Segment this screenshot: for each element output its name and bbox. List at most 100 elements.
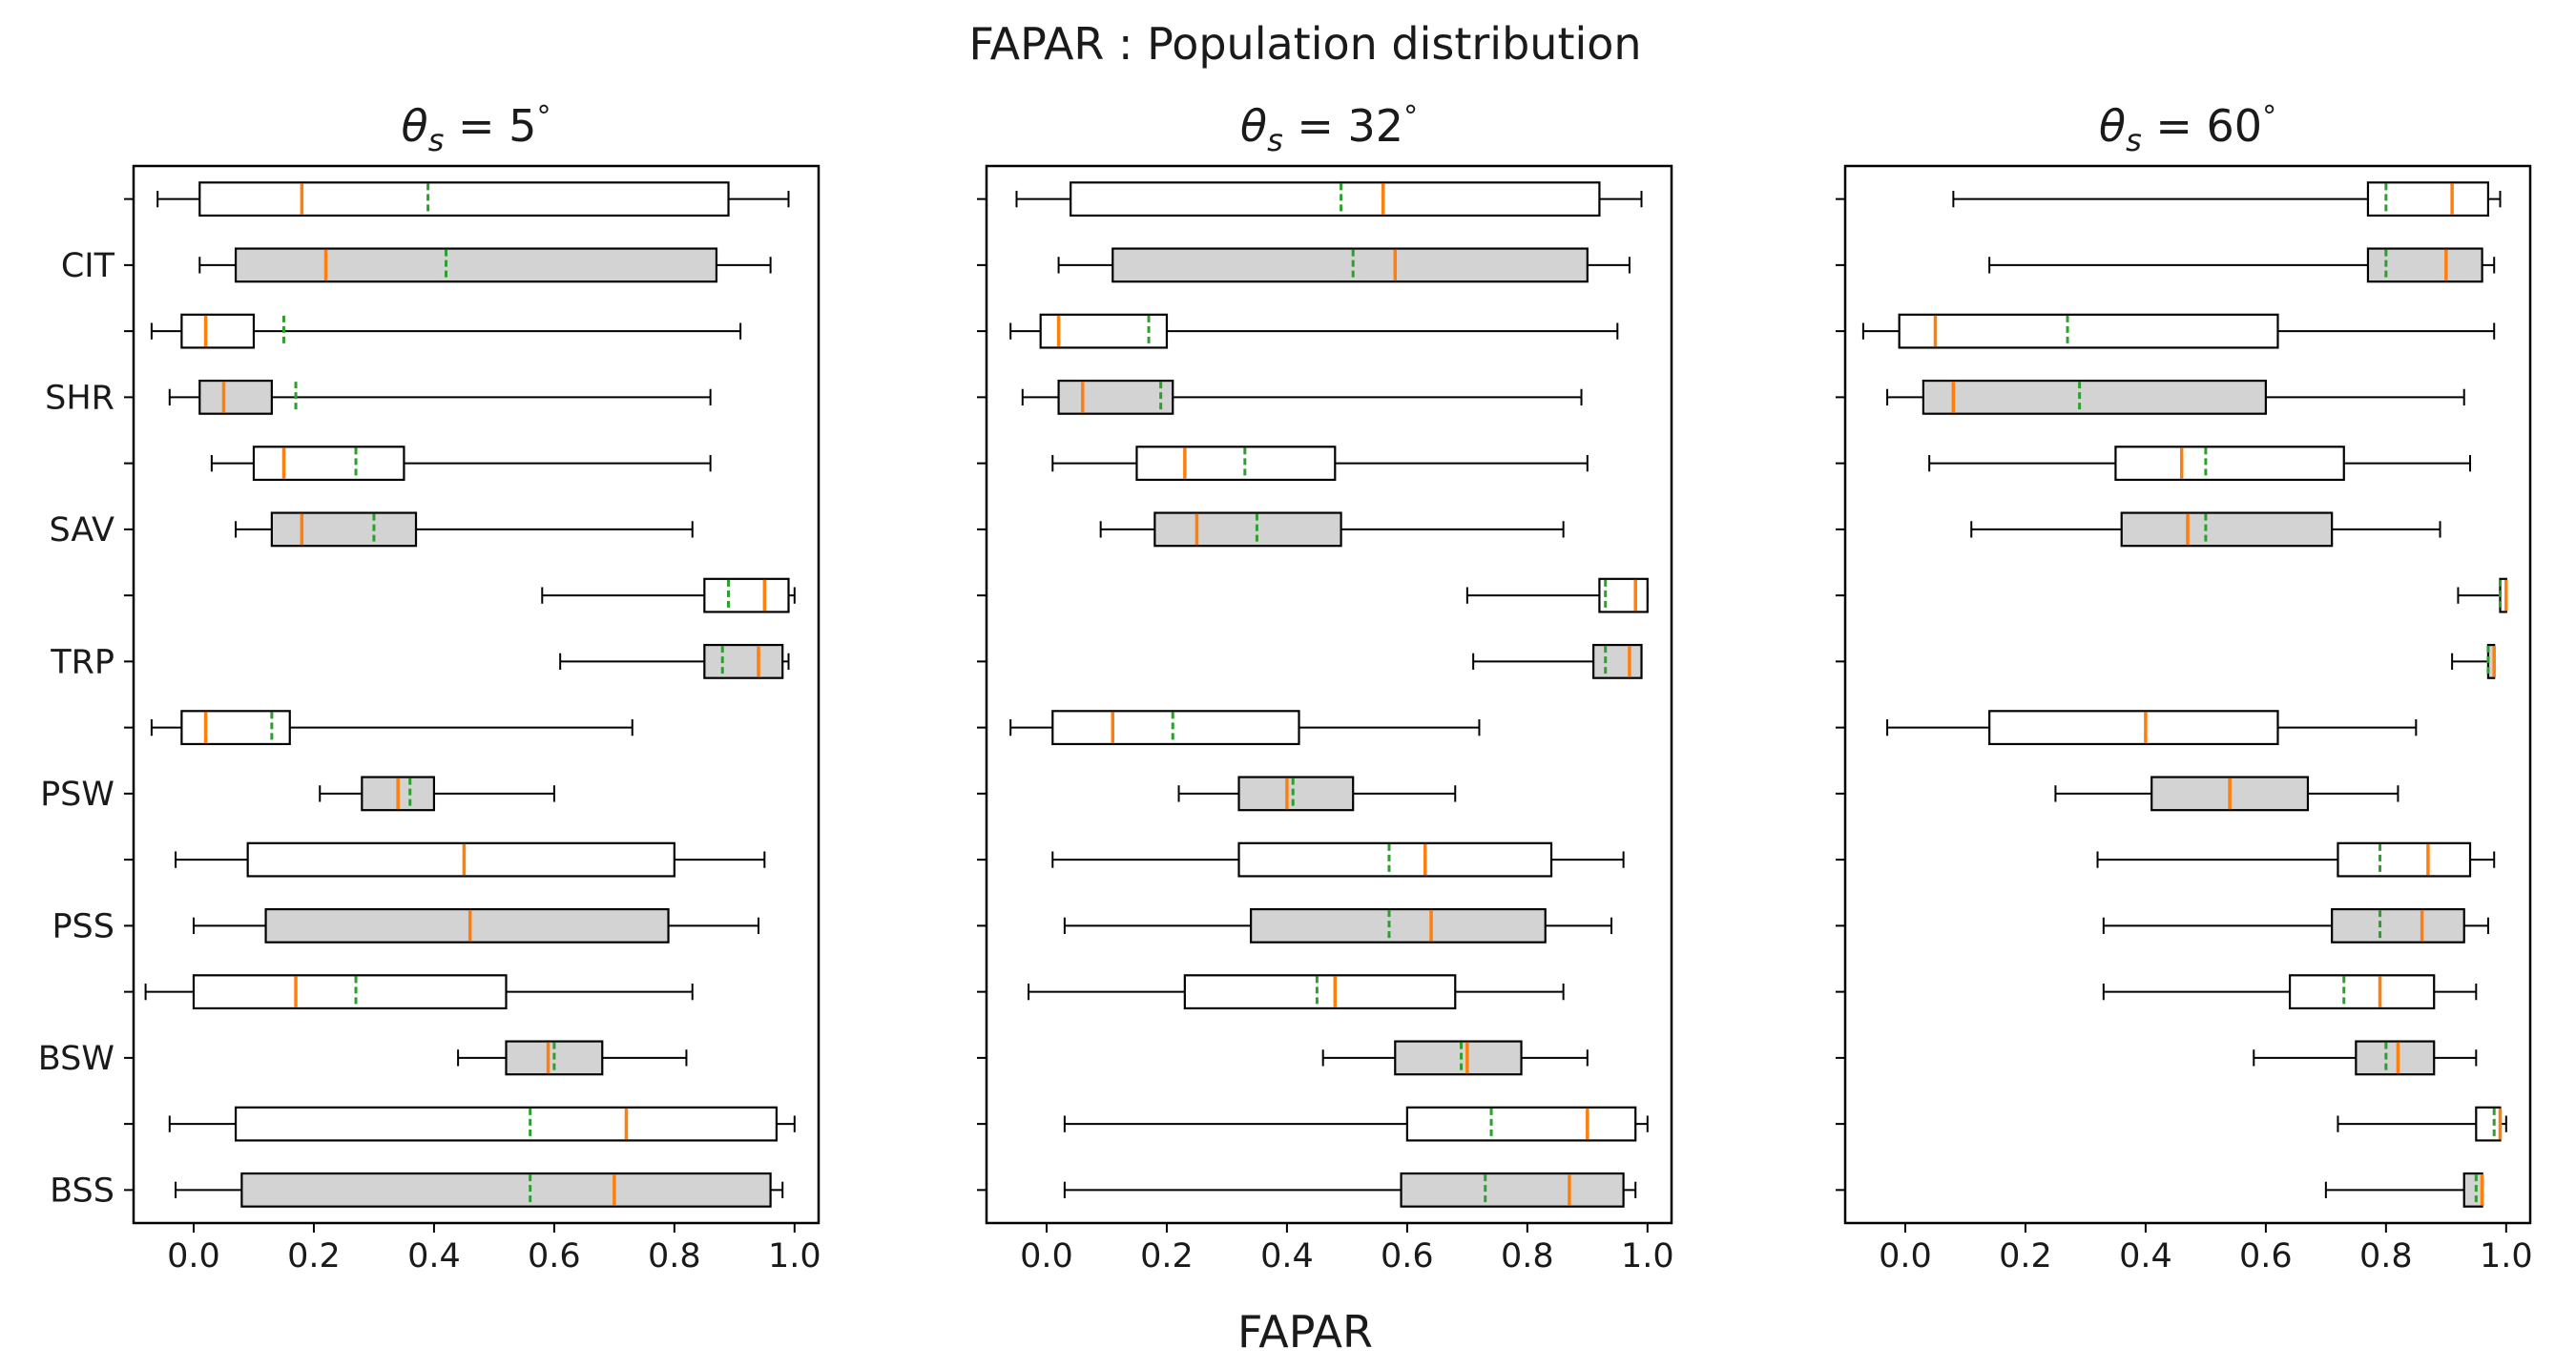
axes-frame [1843, 164, 2532, 1225]
box-item [1886, 710, 2418, 746]
iqr-box [1051, 710, 1300, 746]
box-item [2054, 776, 2399, 812]
panel-title-unit: ° [2262, 100, 2276, 134]
iqr-box [703, 643, 784, 679]
box-item [1861, 313, 2496, 349]
box-item [168, 379, 712, 415]
x-tick-label: 0.8 [1501, 1237, 1554, 1276]
box-item [1970, 511, 2441, 548]
box-item [559, 643, 790, 679]
panel-title-subscript: s [2126, 122, 2142, 158]
iqr-box [264, 907, 670, 944]
panel-title: θs = 32° [1240, 100, 1418, 158]
box-item [1177, 776, 1457, 812]
panel-title: θs = 5° [402, 100, 551, 158]
category-label-pss: PSS [52, 907, 114, 945]
iqr-box [1400, 1172, 1625, 1208]
box-item [1465, 577, 1649, 613]
box-item [1009, 313, 1619, 349]
box-item [2253, 1040, 2478, 1076]
iqr-box [234, 247, 718, 283]
panel-title-value: = 60 [2142, 100, 2262, 152]
panel-title-symbol: θ [1240, 100, 1267, 152]
iqr-box [192, 974, 508, 1010]
iqr-box [2337, 841, 2472, 878]
box-item [319, 776, 555, 812]
x-tick-label: 0.2 [1999, 1237, 2052, 1276]
iqr-box [703, 577, 790, 613]
iqr-box [1183, 974, 1457, 1010]
box-item [1015, 181, 1643, 218]
iqr-box [1057, 379, 1174, 415]
iqr-box [1111, 247, 1589, 283]
box-item [1472, 643, 1643, 679]
panel-title-unit: ° [536, 100, 551, 134]
panel-title-unit: ° [1403, 100, 1418, 134]
box-item [235, 511, 694, 548]
x-tick-label: 1.0 [1621, 1237, 1674, 1276]
category-label-trp: TRP [50, 643, 114, 681]
x-tick-label: 1.0 [768, 1237, 821, 1276]
box-item [2102, 907, 2489, 944]
x-axis-label: FAPAR [1237, 1306, 1373, 1358]
panel-title: θs = 60° [2099, 100, 2276, 158]
iqr-box [2114, 446, 2345, 482]
iqr-box [246, 841, 675, 878]
axes-frame [985, 164, 1673, 1225]
iqr-box [234, 1106, 779, 1142]
box-item [1009, 710, 1481, 746]
box-item [1063, 907, 1613, 944]
box-item [156, 181, 790, 218]
box-item [1028, 974, 1565, 1010]
x-tick-label: 0.4 [407, 1237, 461, 1276]
x-tick-label: 1.0 [2480, 1237, 2533, 1276]
panel-title-value: = 5 [444, 100, 536, 152]
iqr-box [1405, 1106, 1637, 1142]
panel-title-value: = 32 [1283, 100, 1403, 152]
panel-title-subscript: s [428, 122, 445, 158]
box-item [457, 1040, 688, 1076]
x-tick-label: 0.8 [2359, 1237, 2413, 1276]
x-tick-label: 0.2 [1140, 1237, 1194, 1276]
iqr-box [1070, 181, 1601, 218]
x-tick-label: 0.4 [1260, 1237, 1314, 1276]
box-item [175, 841, 766, 878]
panels-group: θs = 5°0.0 0.2 0.4 0.6 0.8 1.0CITSHRSAVTRPPSW… [38, 100, 2533, 1276]
box-item [210, 446, 712, 482]
box-item [144, 974, 694, 1010]
box-item [2337, 1106, 2507, 1142]
x-tick-label: 0.0 [1020, 1237, 1073, 1276]
iqr-box [1237, 776, 1355, 812]
panel-title-subscript: s [1267, 122, 1283, 158]
category-label-bss: BSS [50, 1172, 114, 1210]
iqr-box [198, 379, 273, 415]
box-item [1099, 511, 1565, 548]
x-tick-label: 0.0 [167, 1237, 220, 1276]
box-item [1021, 379, 1583, 415]
category-label-bsw: BSW [38, 1040, 114, 1078]
iqr-box [2475, 1106, 2502, 1142]
iqr-box [1394, 1040, 1523, 1076]
category-label-sav: SAV [49, 511, 114, 550]
iqr-box [1988, 710, 2279, 746]
iqr-box [1592, 643, 1643, 679]
iqr-box [240, 1172, 772, 1208]
x-tick-label: 0.2 [287, 1237, 341, 1276]
x-tick-label: 0.6 [2239, 1237, 2293, 1276]
category-label-shr: SHR [45, 379, 114, 417]
box-item [150, 710, 634, 746]
box-item [1063, 1106, 1649, 1142]
box-item [150, 313, 742, 349]
box-item [168, 1106, 796, 1142]
box-item [2451, 643, 2496, 679]
x-tick-label: 0.4 [2119, 1237, 2172, 1276]
iqr-box [270, 511, 418, 548]
box-item [1886, 379, 2465, 415]
panel-1: θs = 5° 0.0 0.2 0.4 0.6 0.8 1.0 CIT SHR SAV TRP PSW… [38, 100, 821, 1276]
x-tick-label: 0.8 [648, 1237, 701, 1276]
iqr-box [2288, 974, 2436, 1010]
box-item [1952, 181, 2502, 218]
iqr-box [1237, 841, 1553, 878]
iqr-box [1153, 511, 1342, 548]
